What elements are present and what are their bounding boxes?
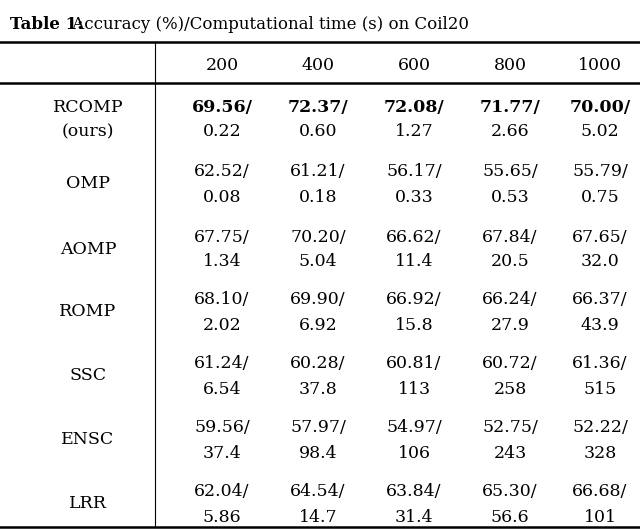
Text: 67.75/: 67.75/ [194, 229, 250, 245]
Text: 15.8: 15.8 [395, 316, 433, 333]
Text: 1000: 1000 [578, 57, 622, 74]
Text: 69.90/: 69.90/ [290, 291, 346, 308]
Text: 515: 515 [584, 380, 616, 397]
Text: 61.21/: 61.21/ [291, 163, 346, 180]
Text: 72.08/: 72.08/ [383, 98, 444, 115]
Text: 31.4: 31.4 [395, 508, 433, 525]
Text: 6.92: 6.92 [299, 316, 337, 333]
Text: 0.53: 0.53 [491, 188, 529, 205]
Text: 0.22: 0.22 [203, 123, 241, 141]
Text: 66.24/: 66.24/ [483, 291, 538, 308]
Text: 61.36/: 61.36/ [572, 355, 628, 372]
Text: 43.9: 43.9 [580, 316, 620, 333]
Text: 60.28/: 60.28/ [291, 355, 346, 372]
Text: 64.54/: 64.54/ [291, 484, 346, 500]
Text: 55.79/: 55.79/ [572, 163, 628, 180]
Text: 67.65/: 67.65/ [572, 229, 628, 245]
Text: 328: 328 [584, 444, 616, 461]
Text: 71.77/: 71.77/ [479, 98, 540, 115]
Text: 72.37/: 72.37/ [287, 98, 348, 115]
Text: 243: 243 [493, 444, 527, 461]
Text: 66.68/: 66.68/ [572, 484, 628, 500]
Text: 62.04/: 62.04/ [195, 484, 250, 500]
Text: 98.4: 98.4 [299, 444, 337, 461]
Text: 70.00/: 70.00/ [570, 98, 630, 115]
Text: 70.20/: 70.20/ [290, 229, 346, 245]
Text: ENSC: ENSC [61, 432, 115, 449]
Text: AOMP: AOMP [60, 241, 116, 258]
Text: 52.75/: 52.75/ [482, 419, 538, 436]
Text: 59.56/: 59.56/ [194, 419, 250, 436]
Text: OMP: OMP [66, 176, 110, 193]
Text: 54.97/: 54.97/ [386, 419, 442, 436]
Text: 2.02: 2.02 [203, 316, 241, 333]
Text: 0.33: 0.33 [395, 188, 433, 205]
Text: 400: 400 [301, 57, 335, 74]
Text: 11.4: 11.4 [395, 253, 433, 270]
Text: 5.04: 5.04 [299, 253, 337, 270]
Text: 37.4: 37.4 [203, 444, 241, 461]
Text: 67.84/: 67.84/ [483, 229, 538, 245]
Text: 200: 200 [205, 57, 239, 74]
Text: 60.72/: 60.72/ [482, 355, 538, 372]
Text: Accuracy (%)/Computational time (s) on Coil20: Accuracy (%)/Computational time (s) on C… [67, 16, 469, 33]
Text: 62.52/: 62.52/ [194, 163, 250, 180]
Text: 113: 113 [397, 380, 431, 397]
Text: 20.5: 20.5 [491, 253, 529, 270]
Text: 66.62/: 66.62/ [387, 229, 442, 245]
Text: 0.60: 0.60 [299, 123, 337, 141]
Text: 56.6: 56.6 [491, 508, 529, 525]
Text: 55.65/: 55.65/ [482, 163, 538, 180]
Text: 0.08: 0.08 [203, 188, 241, 205]
Text: 68.10/: 68.10/ [195, 291, 250, 308]
Text: 66.37/: 66.37/ [572, 291, 628, 308]
Text: RCOMP: RCOMP [52, 98, 124, 115]
Text: 6.54: 6.54 [203, 380, 241, 397]
Text: 52.22/: 52.22/ [572, 419, 628, 436]
Text: 65.30/: 65.30/ [482, 484, 538, 500]
Text: 66.92/: 66.92/ [386, 291, 442, 308]
Text: 57.97/: 57.97/ [290, 419, 346, 436]
Text: 56.17/: 56.17/ [386, 163, 442, 180]
Text: SSC: SSC [69, 368, 107, 385]
Text: 60.81/: 60.81/ [387, 355, 442, 372]
Text: 5.02: 5.02 [580, 123, 620, 141]
Text: 1.34: 1.34 [203, 253, 241, 270]
Text: 37.8: 37.8 [299, 380, 337, 397]
Text: (ours): (ours) [61, 123, 115, 141]
Text: 106: 106 [397, 444, 431, 461]
Text: ROMP: ROMP [60, 304, 116, 321]
Text: 0.75: 0.75 [580, 188, 620, 205]
Text: 69.56/: 69.56/ [191, 98, 253, 115]
Text: 1.27: 1.27 [395, 123, 433, 141]
Text: 61.24/: 61.24/ [195, 355, 250, 372]
Text: 600: 600 [397, 57, 431, 74]
Text: 0.18: 0.18 [299, 188, 337, 205]
Text: LRR: LRR [69, 496, 107, 513]
Text: 14.7: 14.7 [299, 508, 337, 525]
Text: 2.66: 2.66 [491, 123, 529, 141]
Text: 63.84/: 63.84/ [387, 484, 442, 500]
Text: 5.86: 5.86 [203, 508, 241, 525]
Text: 32.0: 32.0 [580, 253, 620, 270]
Text: Table 1:: Table 1: [10, 16, 83, 33]
Text: 258: 258 [493, 380, 527, 397]
Text: 800: 800 [493, 57, 527, 74]
Text: 27.9: 27.9 [491, 316, 529, 333]
Text: 101: 101 [584, 508, 616, 525]
